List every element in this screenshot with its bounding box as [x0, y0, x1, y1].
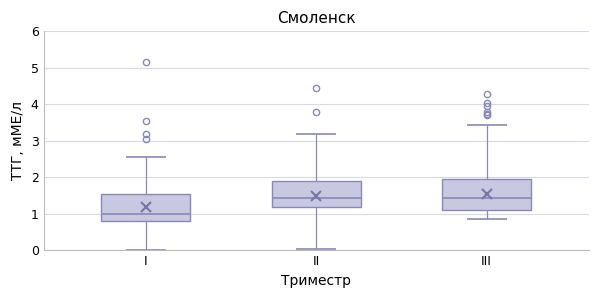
Y-axis label: ТТГ, мМЕ/л: ТТГ, мМЕ/л — [11, 101, 25, 181]
Title: Смоленск: Смоленск — [277, 11, 356, 26]
Bar — [442, 179, 531, 210]
X-axis label: Триместр: Триместр — [281, 274, 351, 288]
Bar — [272, 181, 361, 207]
Bar — [101, 194, 190, 221]
